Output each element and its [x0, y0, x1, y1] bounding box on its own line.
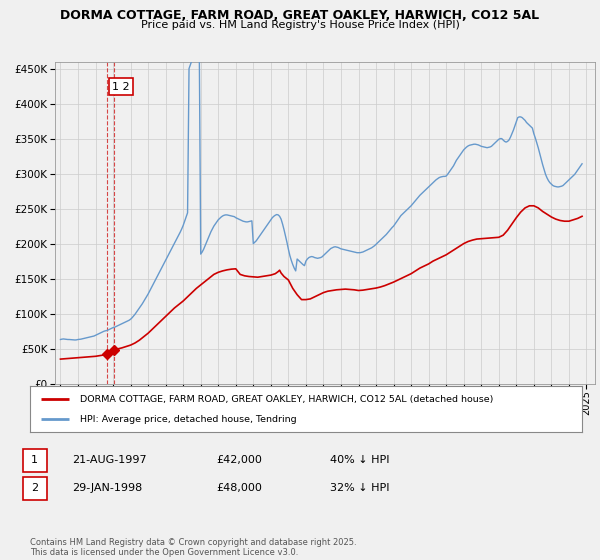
- Text: 1: 1: [31, 455, 38, 465]
- Text: 21-AUG-1997: 21-AUG-1997: [72, 455, 146, 465]
- Text: DORMA COTTAGE, FARM ROAD, GREAT OAKLEY, HARWICH, CO12 5AL: DORMA COTTAGE, FARM ROAD, GREAT OAKLEY, …: [61, 9, 539, 22]
- Text: £48,000: £48,000: [216, 483, 262, 493]
- Text: £42,000: £42,000: [216, 455, 262, 465]
- Text: HPI: Average price, detached house, Tendring: HPI: Average price, detached house, Tend…: [80, 415, 296, 424]
- Text: 32% ↓ HPI: 32% ↓ HPI: [330, 483, 389, 493]
- Text: 1 2: 1 2: [112, 82, 130, 92]
- Text: Contains HM Land Registry data © Crown copyright and database right 2025.
This d: Contains HM Land Registry data © Crown c…: [30, 538, 356, 557]
- Text: 2: 2: [31, 483, 38, 493]
- Text: 29-JAN-1998: 29-JAN-1998: [72, 483, 142, 493]
- Text: 40% ↓ HPI: 40% ↓ HPI: [330, 455, 389, 465]
- Text: Price paid vs. HM Land Registry's House Price Index (HPI): Price paid vs. HM Land Registry's House …: [140, 20, 460, 30]
- Text: DORMA COTTAGE, FARM ROAD, GREAT OAKLEY, HARWICH, CO12 5AL (detached house): DORMA COTTAGE, FARM ROAD, GREAT OAKLEY, …: [80, 395, 493, 404]
